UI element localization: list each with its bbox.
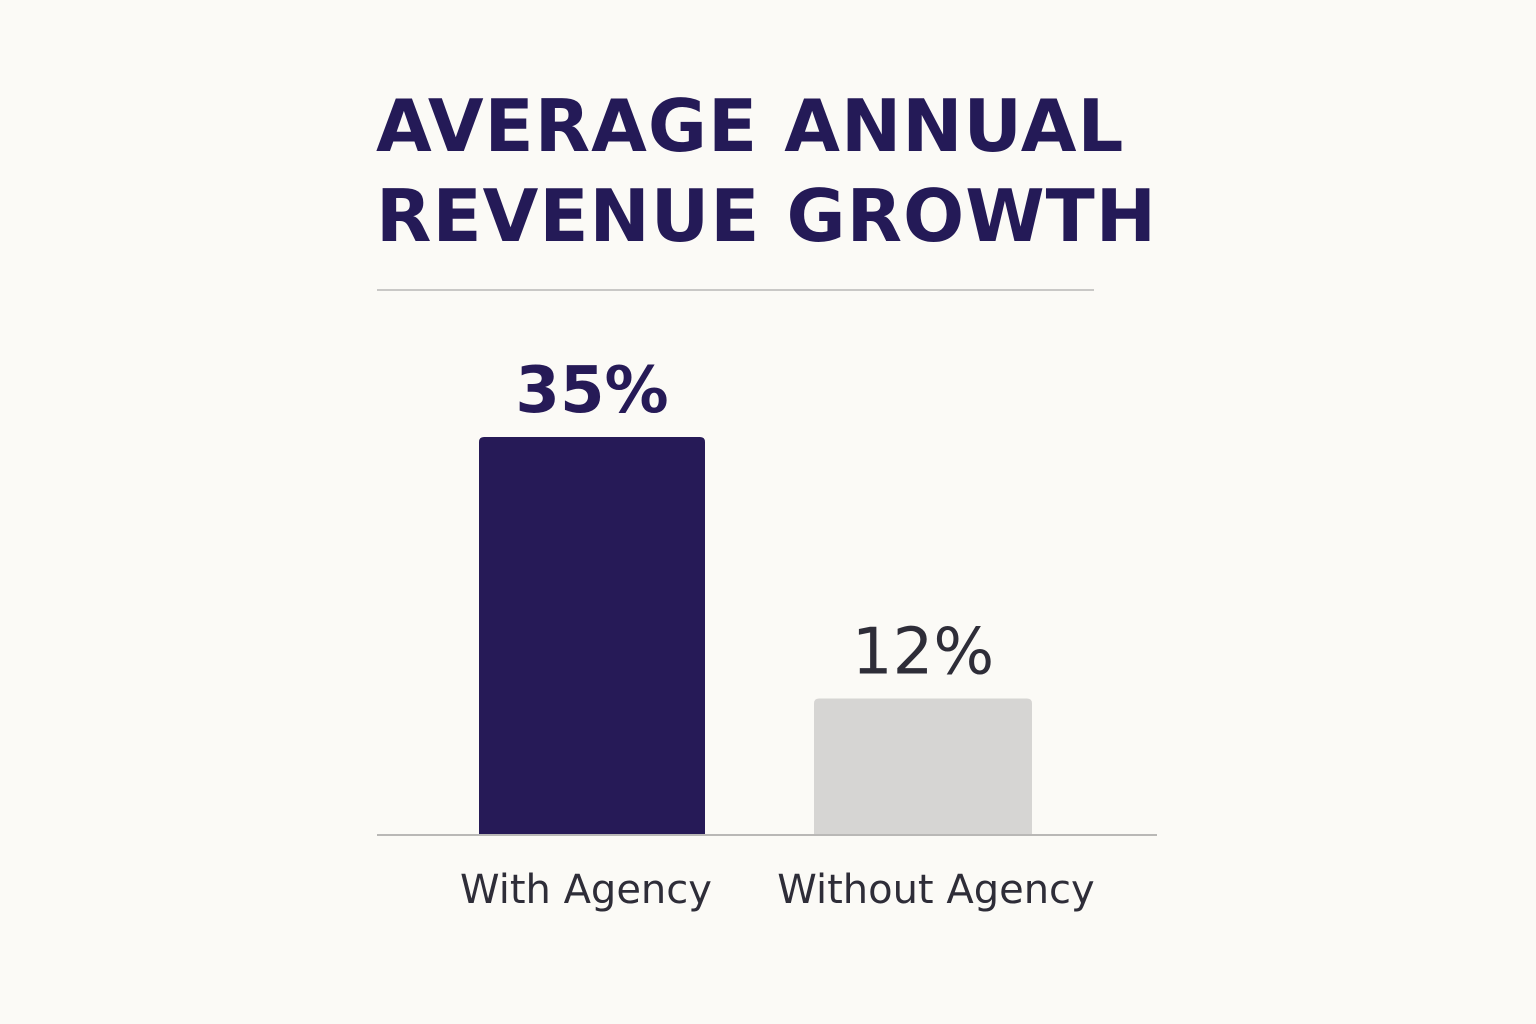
bar-without-agency (814, 698, 1032, 835)
category-label-with-agency: With Agency (460, 867, 712, 913)
chart-title-line-1: AVERAGE ANNUAL (376, 84, 1125, 168)
bars-layer (479, 437, 1032, 835)
value-label-with-agency: 35% (515, 354, 668, 428)
value-label-without-agency: 12% (852, 616, 994, 690)
chart-title-line-2: REVENUE GROWTH (376, 174, 1158, 258)
category-label-without-agency: Without Agency (777, 867, 1094, 913)
title-divider (377, 289, 1094, 291)
bar-with-agency (479, 437, 705, 835)
labels-layer: 35% With Agency 12% Without Agency (460, 354, 1095, 913)
